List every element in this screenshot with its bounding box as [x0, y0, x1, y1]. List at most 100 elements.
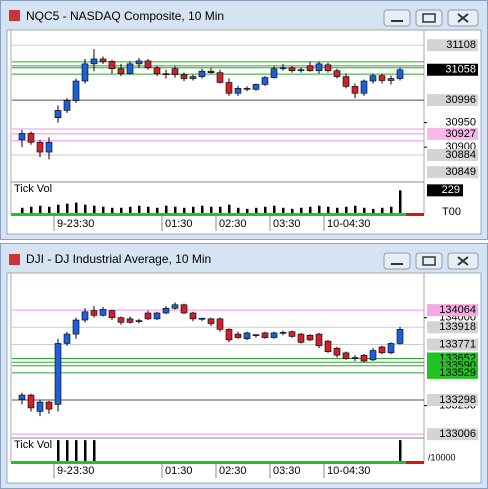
session-bar	[11, 213, 406, 216]
candle-body	[72, 80, 80, 101]
window-title: NQC5 - NASDAQ Composite, 10 Min	[26, 9, 224, 23]
candle-body	[261, 332, 269, 338]
volume-bar	[354, 205, 357, 214]
price-box	[427, 393, 478, 406]
price-box	[427, 428, 478, 441]
candle-body	[36, 401, 44, 412]
session-bar	[11, 461, 406, 464]
x-tick-label: 02:30	[219, 465, 247, 477]
candle-body	[180, 74, 188, 79]
candle-body	[189, 76, 197, 79]
candle-body	[378, 75, 386, 81]
candle-body	[90, 58, 98, 65]
price-label: 30996	[445, 94, 476, 106]
price-box	[427, 39, 478, 52]
candle-body	[234, 88, 242, 94]
price-label: 133771	[439, 338, 476, 350]
volume-bar	[228, 204, 231, 214]
volume-bar	[255, 207, 258, 214]
candle-body	[207, 318, 215, 324]
y-tick-label: 30950	[445, 117, 476, 129]
volume-bar	[345, 206, 348, 214]
candle-body	[45, 141, 53, 153]
volume-bar	[318, 205, 321, 214]
candle-body	[90, 310, 98, 316]
candle-body	[207, 70, 215, 73]
candle-body	[108, 310, 116, 318]
candle-body	[63, 100, 71, 111]
window-title: DJI - DJ Industrial Average, 10 Min	[26, 252, 211, 266]
candle-body	[162, 73, 170, 75]
candle-body	[387, 78, 395, 81]
app-icon	[9, 254, 20, 265]
candle-body	[351, 86, 359, 94]
candle-body	[144, 312, 152, 320]
volume-bar	[390, 206, 393, 214]
x-tick-label: 10-04:30	[327, 465, 370, 477]
candle-body	[297, 333, 305, 343]
candle-body	[333, 347, 341, 356]
candle-body	[315, 333, 323, 347]
volume-bar	[264, 206, 267, 214]
minimize-button[interactable]	[383, 9, 411, 27]
candle-body	[243, 88, 251, 90]
volume-bar	[210, 206, 213, 214]
minimize-button[interactable]	[383, 252, 411, 270]
session-bar-end	[406, 461, 424, 464]
candle-body	[144, 60, 152, 69]
volume-bar	[309, 206, 312, 214]
volume-bar	[165, 205, 168, 214]
candle-body	[360, 354, 368, 362]
candle-body	[108, 61, 116, 70]
price-box	[427, 149, 478, 162]
candle-body	[315, 63, 323, 72]
volume-bar	[147, 206, 150, 214]
volume-box	[427, 184, 463, 197]
x-tick-label: 01:30	[165, 465, 193, 477]
volume-bar	[84, 204, 87, 214]
candle-body	[243, 332, 251, 340]
candle-body	[279, 67, 287, 70]
candle-body	[81, 311, 89, 321]
volume-bar	[93, 440, 96, 462]
volume-bar	[282, 207, 285, 214]
x-tick-label: 03:30	[273, 218, 301, 230]
volume-bar	[381, 207, 384, 214]
candle-body	[387, 343, 395, 354]
candle-body	[171, 68, 179, 75]
x-tick-label: 03:30	[273, 465, 301, 477]
volume-bar	[102, 206, 105, 214]
volume-scale: T00	[442, 206, 461, 218]
volume-bar	[399, 440, 402, 462]
candle-body	[378, 346, 386, 354]
maximize-button[interactable]	[415, 9, 443, 27]
candle-body	[72, 319, 80, 335]
volume-bar	[291, 208, 294, 214]
candle-body	[369, 350, 377, 361]
volume-bar	[219, 206, 222, 214]
volume-bar	[399, 190, 402, 214]
candle-body	[342, 76, 350, 87]
volume-bar	[21, 207, 24, 214]
candle-body	[261, 77, 269, 85]
maximize-button[interactable]	[415, 252, 443, 270]
price-label: 31058	[445, 64, 476, 76]
volume-value: 229	[442, 184, 460, 196]
volume-bar	[111, 207, 114, 214]
candle-body	[351, 357, 359, 359]
session-bar-end	[406, 213, 424, 216]
candle-body	[171, 304, 179, 309]
candle-body	[54, 343, 62, 405]
volume-bar	[192, 206, 195, 214]
volume-bar	[75, 440, 78, 462]
candle-body	[99, 58, 107, 62]
volume-bar	[327, 206, 330, 214]
candle-body	[288, 331, 296, 337]
candle-body	[63, 333, 71, 344]
price-label: 133006	[439, 428, 476, 440]
volume-bar	[84, 440, 87, 462]
price-box	[427, 94, 478, 107]
candle-body	[18, 133, 26, 141]
volume-bar	[246, 208, 249, 214]
